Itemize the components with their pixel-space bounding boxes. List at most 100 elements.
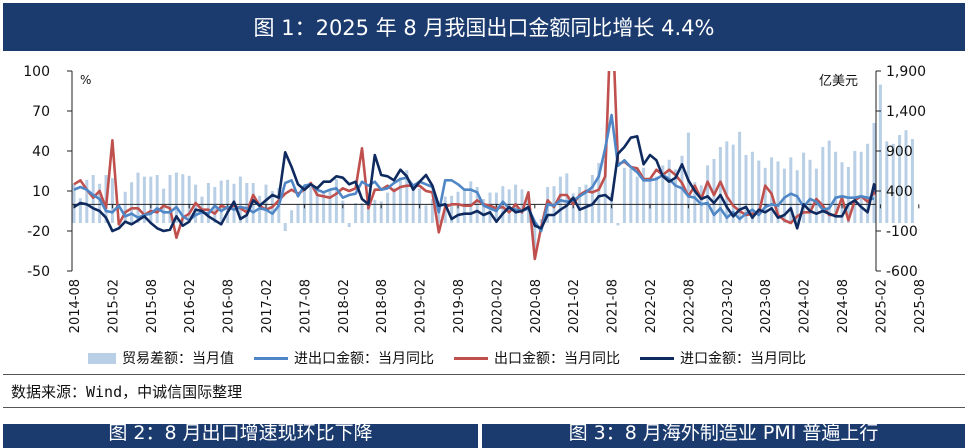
trade-balance-bar bbox=[667, 159, 671, 223]
x-tick-label: 2016-08 bbox=[222, 279, 237, 333]
legend-swatch-line bbox=[454, 356, 488, 360]
trade-balance-bar bbox=[206, 183, 210, 223]
x-tick-label: 2017-08 bbox=[298, 279, 313, 333]
trade-balance-bar bbox=[718, 147, 722, 223]
trade-balance-bar bbox=[174, 172, 178, 223]
trade-balance-bar bbox=[622, 167, 626, 223]
left-tick-label: -20 bbox=[27, 224, 50, 240]
trade-balance-bar bbox=[85, 179, 89, 223]
left-tick-label: 40 bbox=[32, 144, 50, 160]
trade-balance-bar bbox=[533, 223, 537, 259]
trade-balance-bar bbox=[328, 191, 332, 223]
trade-balance-bar bbox=[264, 184, 268, 223]
trade-balance-bar bbox=[430, 199, 434, 223]
x-tick-label: 2025-08 bbox=[913, 279, 928, 333]
trade-balance-bar bbox=[347, 223, 351, 227]
trade-balance-bar bbox=[322, 192, 326, 223]
trade-balance-bar bbox=[219, 180, 223, 223]
trade-balance-bar bbox=[520, 189, 524, 223]
trade-balance-bar bbox=[309, 187, 313, 223]
x-tick-label: 2016-02 bbox=[183, 279, 198, 333]
trade-balance-bar bbox=[712, 159, 716, 223]
trade-balance-bar bbox=[693, 182, 697, 223]
x-tick-label: 2015-08 bbox=[145, 279, 160, 333]
trade-balance-bar bbox=[725, 141, 729, 223]
x-tick-label: 2023-08 bbox=[759, 279, 774, 333]
trade-balance-bar bbox=[405, 170, 409, 223]
right-tick-label: -100 bbox=[886, 224, 918, 240]
trade-balance-bar bbox=[872, 123, 876, 223]
trade-balance-bar bbox=[738, 131, 742, 223]
trade-balance-bar bbox=[136, 172, 140, 223]
trade-balance-bar bbox=[341, 200, 345, 223]
trade-balance-bar bbox=[584, 184, 588, 223]
legend-swatch-line bbox=[254, 356, 288, 360]
x-tick-label: 2024-08 bbox=[836, 279, 851, 333]
trade-balance-bar bbox=[411, 187, 415, 223]
right-tick-label: 900 bbox=[886, 144, 913, 160]
trade-balance-bar bbox=[315, 189, 319, 223]
trade-balance-bar bbox=[866, 143, 870, 223]
x-tick-label: 2019-08 bbox=[452, 279, 467, 333]
trade-balance-bar bbox=[789, 157, 793, 223]
legend-label: 出口金额：当月同比 bbox=[494, 351, 620, 367]
trade-balance-bar bbox=[98, 183, 102, 223]
trade-balance-bar bbox=[482, 199, 486, 223]
x-tick-label: 2021-08 bbox=[606, 279, 621, 333]
trade-balance-bar bbox=[539, 219, 543, 223]
trade-balance-bar bbox=[750, 151, 754, 223]
legend-item-export: 出口金额：当月同比 bbox=[454, 348, 620, 368]
trade-balance-bar bbox=[181, 174, 185, 223]
trade-balance-bar bbox=[808, 159, 812, 223]
trade-balance-bar bbox=[360, 203, 364, 223]
trade-balance-bar bbox=[802, 152, 806, 223]
trade-balance-bar bbox=[72, 183, 76, 223]
trade-balance-bar bbox=[770, 157, 774, 223]
right-tick-label: 1,900 bbox=[886, 64, 926, 80]
trade-balance-bar bbox=[840, 162, 844, 223]
trade-balance-bar bbox=[226, 179, 230, 223]
trade-balance-bar bbox=[910, 139, 914, 223]
trade-balance-bar bbox=[782, 168, 786, 223]
trade-balance-bar bbox=[238, 176, 242, 223]
legend-label: 进口金额：当月同比 bbox=[680, 351, 806, 367]
x-tick-label: 2024-02 bbox=[798, 279, 813, 333]
trade-balance-bar bbox=[885, 141, 889, 223]
trade-balance-bar bbox=[565, 173, 569, 223]
legend-swatch-bar bbox=[88, 352, 116, 364]
trade-balance-bar bbox=[334, 179, 338, 223]
trade-balance-bar bbox=[859, 151, 863, 223]
trade-balance-bar bbox=[386, 192, 390, 223]
legend-label: 进出口金额：当月同比 bbox=[294, 351, 434, 367]
trade-balance-bar bbox=[450, 195, 454, 223]
trade-balance-bar bbox=[475, 187, 479, 223]
trade-balance-bar bbox=[635, 176, 639, 223]
x-tick-label: 2021-02 bbox=[567, 279, 582, 333]
trade-balance-bar bbox=[814, 168, 818, 223]
trade-balance-bar bbox=[904, 130, 908, 223]
trade-balance-bar bbox=[398, 177, 402, 223]
trade-balance-bar bbox=[821, 147, 825, 223]
trade-balance-bar bbox=[648, 180, 652, 223]
trade-balance-bar bbox=[597, 163, 601, 223]
import-yoy-line bbox=[73, 135, 876, 233]
x-tick-label: 2019-02 bbox=[414, 279, 429, 333]
legend-label: 贸易差额：当月值 bbox=[122, 351, 234, 367]
trade-balance-bar bbox=[654, 176, 658, 223]
trade-balance-bar bbox=[846, 167, 850, 223]
trade-balance-bar bbox=[763, 167, 767, 223]
next-figure-title-right: 图 3：8 月海外制造业 PMI 普遍上行 bbox=[482, 424, 965, 448]
trade-balance-bar bbox=[149, 176, 153, 223]
right-axis-unit: 亿美元 bbox=[819, 74, 858, 89]
trade-balance-bar bbox=[898, 135, 902, 223]
trade-balance-bar bbox=[283, 223, 287, 231]
x-tick-label: 2025-02 bbox=[874, 279, 889, 333]
trade-balance-bar bbox=[366, 202, 370, 223]
trade-balance-bar bbox=[245, 183, 249, 223]
trade-balance-bar bbox=[590, 175, 594, 223]
trade-balance-bar bbox=[827, 140, 831, 223]
trade-balance-bar bbox=[155, 175, 159, 223]
trade-balance-bar bbox=[629, 168, 633, 223]
trade-balance-bar bbox=[878, 84, 882, 223]
trade-balance-bar bbox=[853, 151, 857, 223]
